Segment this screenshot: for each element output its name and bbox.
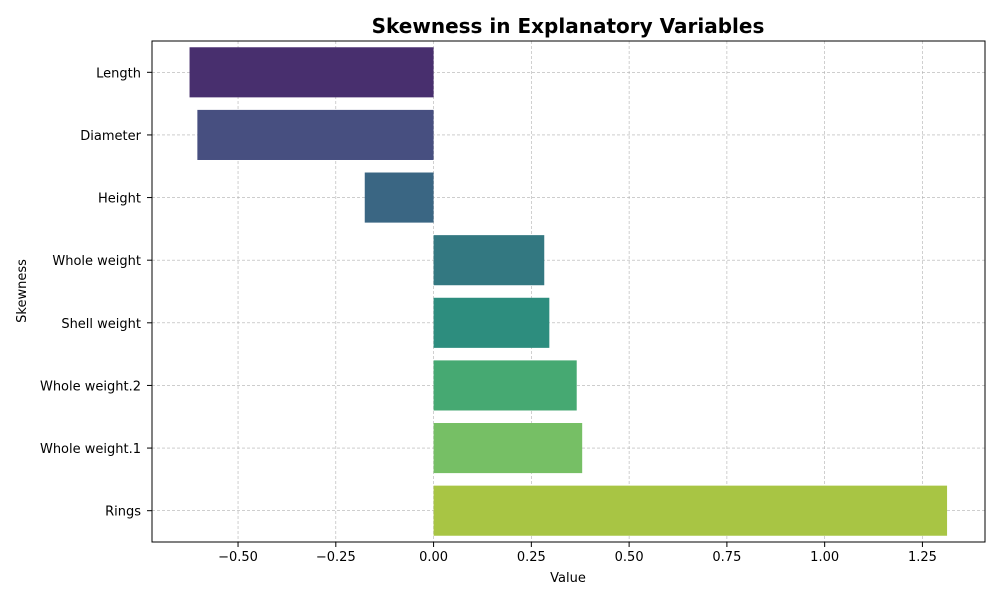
bar-whole-weight-1 — [433, 423, 583, 474]
y-tick-label: Height — [98, 192, 141, 207]
y-tick-label: Whole weight.2 — [40, 379, 141, 394]
bar-shell-weight — [433, 297, 550, 348]
y-tick-label: Length — [96, 66, 141, 81]
x-tick-label: 0.50 — [615, 550, 644, 565]
bar-diameter — [197, 109, 434, 160]
x-tick-label: 0.25 — [517, 550, 546, 565]
y-tick-label: Shell weight — [61, 317, 141, 332]
bar-whole-weight — [433, 235, 545, 286]
bar-rings — [433, 485, 948, 536]
y-axis-label: Skewness — [15, 259, 30, 323]
x-tick-label: 0.75 — [712, 550, 741, 565]
x-axis-label: Value — [550, 571, 586, 586]
x-tick-label: −0.25 — [316, 550, 356, 565]
x-tick-label: 0.00 — [419, 550, 448, 565]
y-axis-ticks: Length Diameter Height Whole weight Shell we… — [40, 66, 152, 520]
y-tick-label: Rings — [105, 505, 141, 520]
y-tick-label: Whole weight — [52, 254, 141, 269]
bar-whole-weight-2 — [433, 360, 577, 411]
plot-frame — [151, 40, 986, 543]
chart-title: Skewness in Explanatory Variables — [372, 14, 765, 38]
x-axis-ticks: −0.50 −0.25 0.00 0.25 0.50 0.75 1.00 1.25 — [218, 542, 937, 565]
bar-height — [364, 172, 434, 223]
y-tick-label: Whole weight.1 — [40, 442, 141, 457]
bar-length — [189, 47, 434, 98]
x-tick-label: −0.50 — [218, 550, 258, 565]
x-tick-label: 1.00 — [810, 550, 839, 565]
y-tick-label: Diameter — [80, 129, 141, 144]
x-tick-label: 1.25 — [908, 550, 937, 565]
bars — [189, 47, 948, 536]
